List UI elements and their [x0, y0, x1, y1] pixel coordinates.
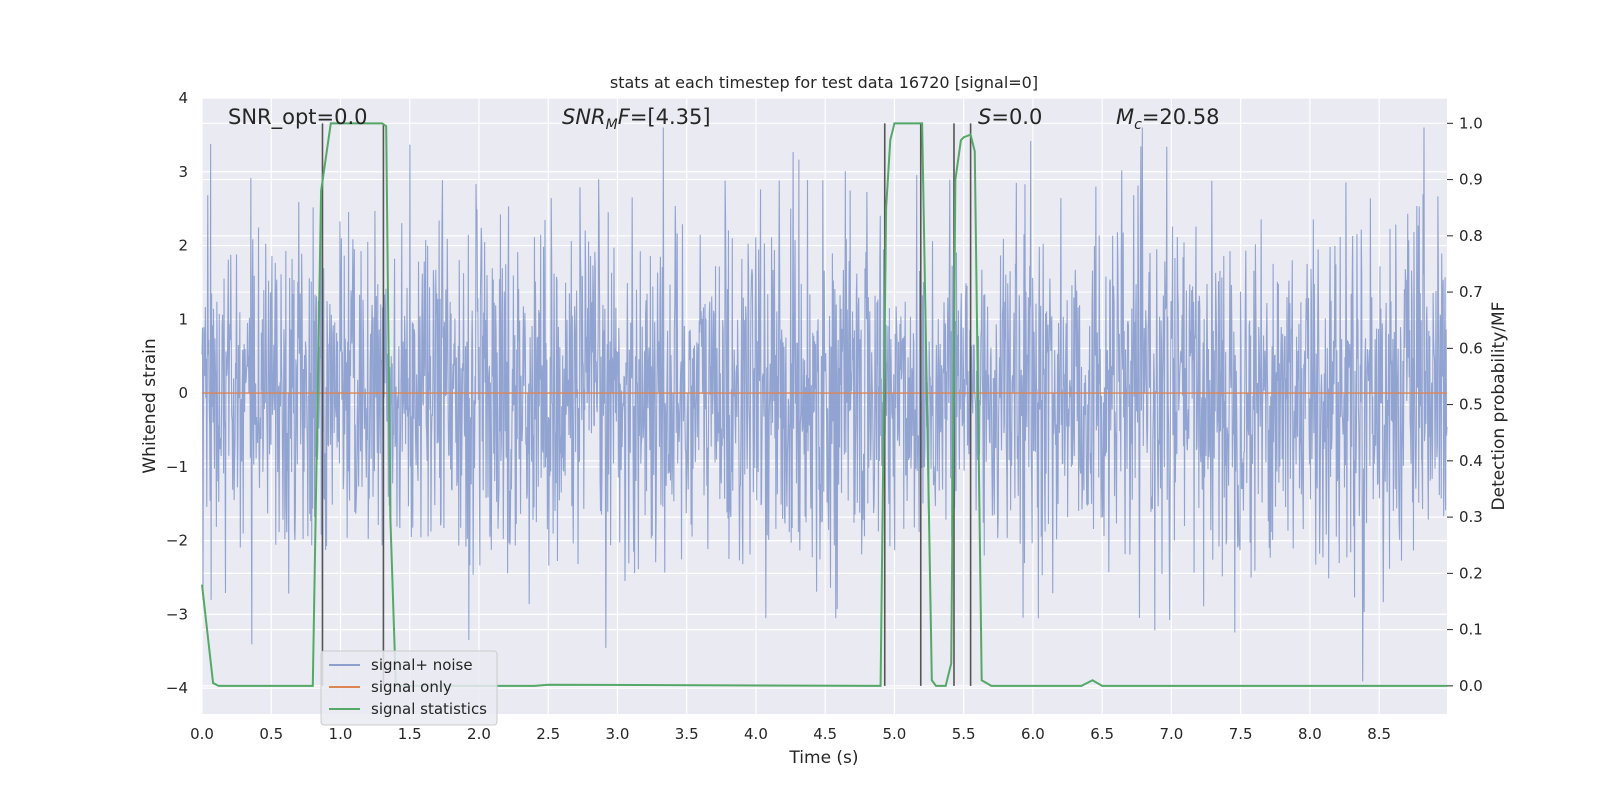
- signal-statistics-series: [201, 122, 1447, 687]
- legend-label-signal-only: signal only: [371, 678, 452, 696]
- x-tick-label: 0.5: [259, 725, 283, 743]
- x-tick-label: 4.5: [813, 725, 837, 743]
- y-tick-label: 1: [178, 310, 188, 328]
- x-tick-label: 4.0: [744, 725, 768, 743]
- y2-tick-label: 0.2: [1459, 564, 1483, 582]
- y-tick-label: −3: [166, 605, 188, 623]
- x-tick-label: 6.5: [1090, 725, 1114, 743]
- x-tick-label: 3.0: [606, 725, 630, 743]
- x-tick-label: 2.0: [467, 725, 491, 743]
- x-tick-label: 2.5: [536, 725, 560, 743]
- x-tick-label: 3.5: [675, 725, 699, 743]
- annotation-snr-mf: SNRMF=[4.35]: [562, 105, 711, 133]
- x-axis-label: Time (s): [788, 748, 858, 768]
- legend: signal+ noise signal only signal statist…: [320, 650, 498, 726]
- x-tick-label: 5.5: [952, 725, 976, 743]
- x-tick-label: 8.5: [1367, 725, 1391, 743]
- y2-tick-label: 0.3: [1459, 508, 1483, 526]
- x-tick-label: 6.0: [1021, 725, 1045, 743]
- y2-tick-label: 0.7: [1459, 283, 1483, 301]
- annotation-s: S=0.0: [978, 105, 1042, 129]
- signal-statistics-line: [201, 122, 1447, 687]
- signal-noise-line: [201, 127, 1448, 682]
- axis-ticks: 0.0 0.5 1.0 1.5 2.0 2.5 3.0 3.5 4.0 4.5 5.0 5.5 6.0 6…: [166, 89, 1483, 743]
- x-tick-label: 7.0: [1159, 725, 1183, 743]
- y2-tick-label: 0.4: [1459, 452, 1483, 470]
- legend-box: [320, 650, 498, 726]
- x-tick-label: 1.5: [398, 725, 422, 743]
- y-tick-label: 4: [178, 89, 188, 107]
- x-tick-label: 5.0: [883, 725, 907, 743]
- y-tick-label: −4: [166, 679, 188, 697]
- y2-tick-label: 1.0: [1459, 114, 1483, 132]
- chart-title: stats at each timestep for test data 167…: [610, 73, 1038, 92]
- x-tick-label: 0.0: [190, 725, 214, 743]
- y-tick-label: 2: [178, 237, 188, 255]
- y2-tick-label: 0.1: [1459, 621, 1483, 639]
- signal-noise-series: [201, 127, 1448, 682]
- y2-tick-label: 0.0: [1459, 677, 1483, 695]
- y2-tick-label: 0.9: [1459, 171, 1483, 189]
- annotation-mc: Mc=20.58: [1116, 105, 1220, 133]
- y2-axis-label: Detection probability/MF: [1489, 302, 1509, 511]
- y-tick-label: 3: [178, 163, 188, 181]
- x-tick-label: 7.5: [1229, 725, 1253, 743]
- x-tick-label: 1.0: [329, 725, 353, 743]
- x-tick-label: 8.0: [1298, 725, 1322, 743]
- y-tick-label: −1: [166, 458, 188, 476]
- legend-label-noise: signal+ noise: [371, 656, 473, 674]
- y2-tick-label: 0.6: [1459, 339, 1483, 357]
- legend-label-stats: signal statistics: [371, 700, 487, 718]
- y2-tick-label: 0.5: [1459, 396, 1483, 414]
- y-tick-label: −2: [166, 532, 188, 550]
- y2-tick-label: 0.8: [1459, 227, 1483, 245]
- y-axis-label: Whitened strain: [140, 338, 160, 473]
- annotation-snr-opt: SNR_opt=0.0: [228, 105, 368, 130]
- y-tick-label: 0: [178, 384, 188, 402]
